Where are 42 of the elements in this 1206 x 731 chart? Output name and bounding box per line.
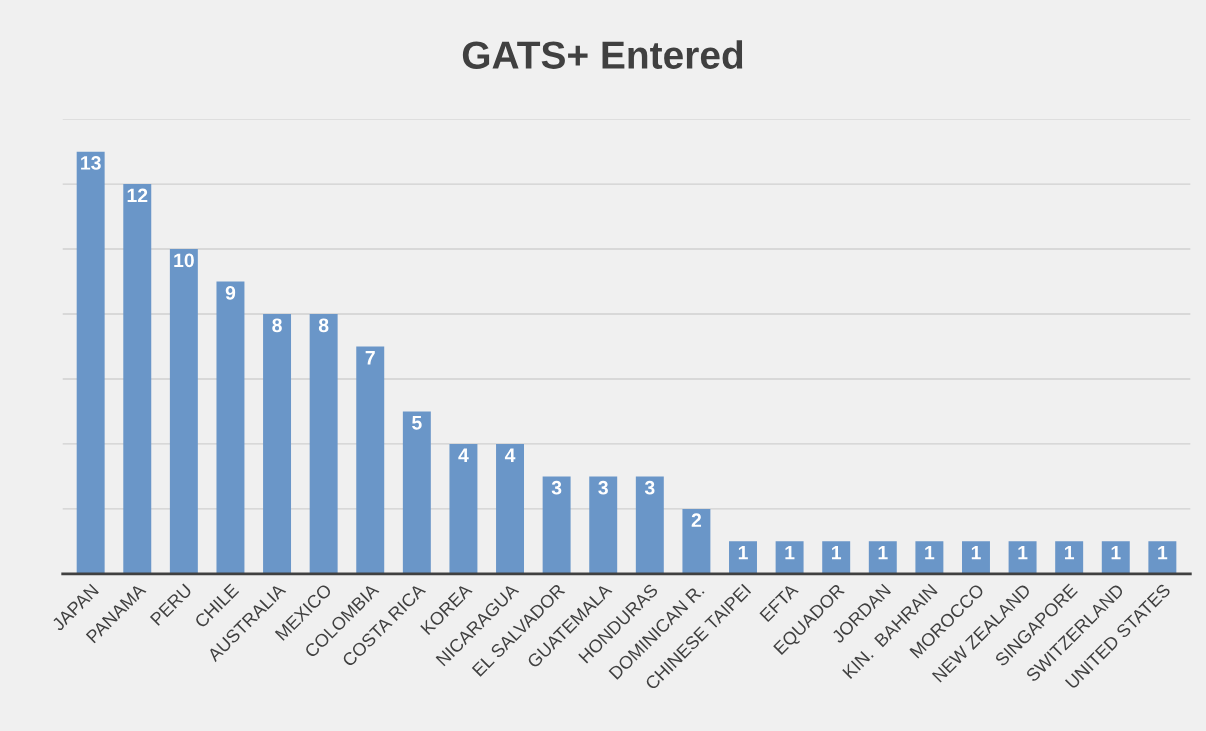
bar: [123, 184, 152, 574]
data-label: 1: [785, 545, 795, 560]
bar: [1008, 541, 1037, 574]
bar: [589, 476, 618, 574]
data-label: 3: [551, 480, 562, 495]
bar: [263, 314, 292, 574]
data-label: 3: [598, 480, 608, 495]
bar: [542, 476, 571, 574]
bar: [76, 151, 105, 574]
data-label: 8: [318, 318, 329, 333]
bar: [402, 411, 431, 574]
bar: [496, 443, 525, 574]
data-label: 9: [225, 285, 236, 300]
data-label: 1: [832, 545, 842, 560]
data-label: 1: [738, 545, 748, 560]
data-label: 1: [1158, 545, 1168, 560]
bar: [309, 314, 338, 574]
data-label: 5: [412, 416, 422, 430]
data-label: 1: [971, 545, 981, 560]
bar: [169, 249, 198, 574]
data-label: 1: [925, 545, 935, 560]
data-label: 1: [1064, 545, 1075, 560]
data-label: 4: [504, 448, 516, 462]
data-label: 1: [1018, 545, 1028, 560]
data-label: 1: [878, 545, 888, 560]
data-label: 13: [81, 156, 101, 170]
data-label: 1: [1111, 545, 1121, 560]
data-label: 12: [127, 188, 148, 203]
bar: [356, 346, 385, 574]
bar: [449, 443, 478, 574]
data-label: 7: [365, 351, 375, 365]
bar: [915, 541, 944, 574]
bar: [682, 508, 711, 574]
chart-title: GATS+ Entered: [462, 40, 743, 69]
data-label: 2: [691, 513, 702, 527]
bar: [775, 541, 804, 574]
data-label: 4: [458, 448, 469, 462]
bar: [635, 476, 664, 574]
data-label: 8: [272, 318, 282, 333]
data-label: 10: [174, 253, 194, 268]
bar: [216, 281, 245, 574]
data-label: 3: [644, 480, 655, 495]
